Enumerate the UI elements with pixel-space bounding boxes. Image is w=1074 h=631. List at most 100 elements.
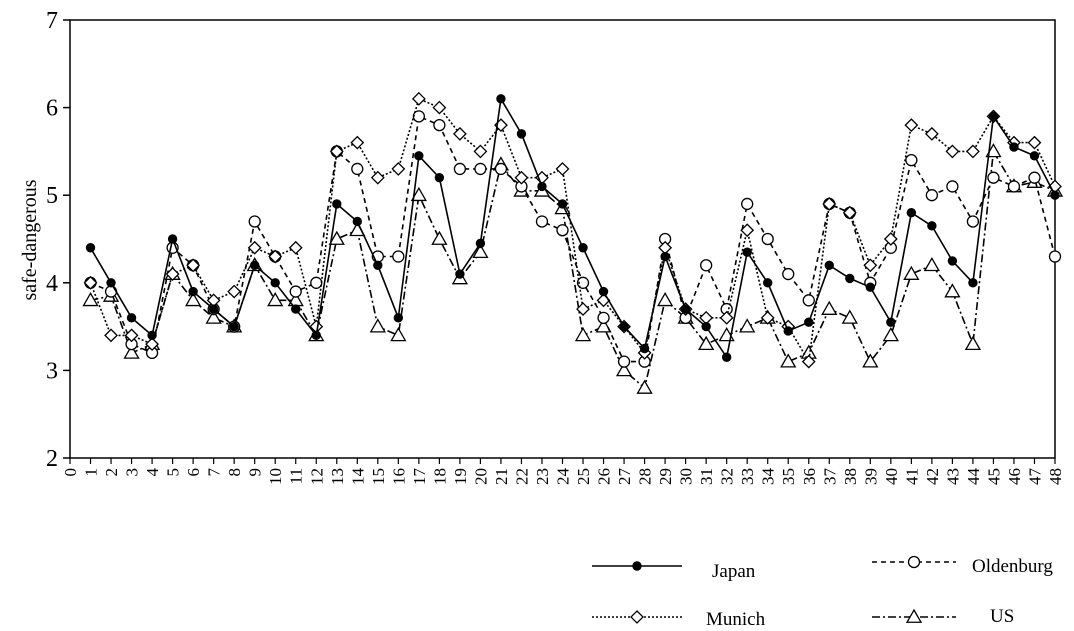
data-point-oldenburg [104, 285, 118, 298]
data-point-japan [373, 260, 383, 270]
x-tick-label: 41 [902, 468, 921, 485]
data-point-japan [291, 304, 301, 314]
data-point-us [923, 256, 940, 272]
data-point-japan [968, 278, 978, 288]
x-tick-label: 10 [266, 468, 285, 485]
data-point-japan [557, 199, 568, 209]
data-point-japan [804, 317, 814, 327]
data-point-japan [106, 278, 116, 288]
data-point-munich [801, 354, 816, 369]
data-point-munich [760, 310, 775, 325]
data-point-japan [270, 278, 280, 288]
data-point-munich [268, 249, 283, 264]
data-point-oldenburg [576, 276, 590, 289]
data-point-munich [924, 126, 939, 141]
x-tick-label: 17 [410, 468, 429, 486]
data-point-oldenburg [597, 311, 610, 324]
data-point-oldenburg [905, 154, 918, 167]
data-point-japan [229, 321, 239, 332]
legend-marker-munich [630, 610, 644, 624]
data-point-japan [598, 286, 609, 297]
y-tick-label: 7 [46, 8, 58, 34]
data-point-munich [288, 240, 303, 255]
data-point-japan [927, 221, 937, 231]
data-point-oldenburg [782, 267, 795, 281]
data-point-oldenburg [289, 285, 302, 298]
data-point-japan [824, 260, 834, 270]
data-point-japan [783, 326, 793, 336]
data-point-japan [167, 234, 178, 244]
data-point-japan [516, 129, 527, 139]
data-point-japan [886, 317, 896, 327]
legend-label-us: US [990, 606, 1015, 627]
x-tick-label: 26 [595, 468, 614, 485]
series-line-japan [89, 96, 1056, 360]
data-point-munich [411, 91, 426, 106]
data-point-oldenburg [699, 259, 713, 272]
x-tick-label: 24 [554, 468, 573, 486]
data-point-oldenburg [351, 162, 364, 176]
x-tick-label: 15 [369, 468, 388, 485]
data-point-japan [85, 243, 96, 253]
series-us [82, 143, 1064, 394]
data-point-japan [126, 313, 137, 323]
data-point-oldenburg [556, 224, 569, 237]
x-tick-label: 27 [615, 468, 634, 486]
data-point-japan [249, 260, 260, 270]
legend-lines [592, 555, 956, 624]
data-point-japan [434, 172, 445, 183]
data-point-us [615, 362, 633, 377]
data-point-us [123, 344, 140, 359]
data-point-us [821, 300, 838, 315]
data-point-us [410, 186, 427, 202]
data-point-us [636, 379, 653, 394]
x-tick-label: 19 [451, 468, 470, 485]
x-tick-label: 23 [533, 468, 552, 485]
data-point-munich [965, 144, 980, 159]
data-point-japan [701, 321, 711, 332]
x-tick-label: 40 [882, 468, 901, 485]
x-tick-label: 22 [512, 468, 531, 485]
x-tick-label: 46 [1005, 468, 1024, 485]
y-tick-label: 6 [46, 96, 58, 122]
data-point-japan [332, 199, 342, 209]
x-tick-label: 20 [471, 468, 490, 485]
x-tick-label: 36 [800, 468, 819, 485]
data-point-munich [227, 284, 242, 299]
x-tick-label: 11 [287, 468, 306, 484]
data-point-munich [945, 144, 960, 159]
x-tick-label: 34 [759, 468, 778, 486]
x-tick-label: 6 [184, 468, 203, 477]
data-point-us [185, 292, 202, 307]
data-point-us [882, 327, 899, 342]
data-point-us [964, 335, 982, 351]
data-point-us [472, 243, 489, 259]
data-point-us [328, 230, 345, 245]
x-tick-label: 18 [430, 468, 449, 485]
x-tick-label: 31 [697, 468, 716, 485]
data-point-munich [514, 170, 529, 185]
data-point-us [841, 309, 858, 324]
legend-label-oldenburg: Oldenburg [972, 556, 1053, 577]
x-tick-label: 43 [943, 468, 962, 485]
data-point-us [656, 292, 674, 307]
data-point-munich [165, 267, 180, 281]
y-axis-title: safe-dangerous [19, 179, 41, 300]
data-point-oldenburg [494, 162, 508, 176]
data-point-oldenburg [617, 355, 631, 368]
data-point-munich [247, 240, 262, 255]
data-point-munich [863, 258, 878, 273]
data-point-japan [865, 282, 876, 292]
data-point-japan [147, 330, 157, 341]
data-point-munich [350, 135, 365, 150]
data-point-japan [1050, 190, 1060, 200]
x-tick-label: 3 [123, 468, 142, 477]
data-point-japan [537, 181, 547, 192]
data-point-munich [370, 170, 385, 185]
data-point-us [698, 335, 715, 351]
x-tick-label: 28 [636, 468, 655, 485]
data-point-us [82, 292, 99, 307]
data-point-us [862, 353, 879, 368]
